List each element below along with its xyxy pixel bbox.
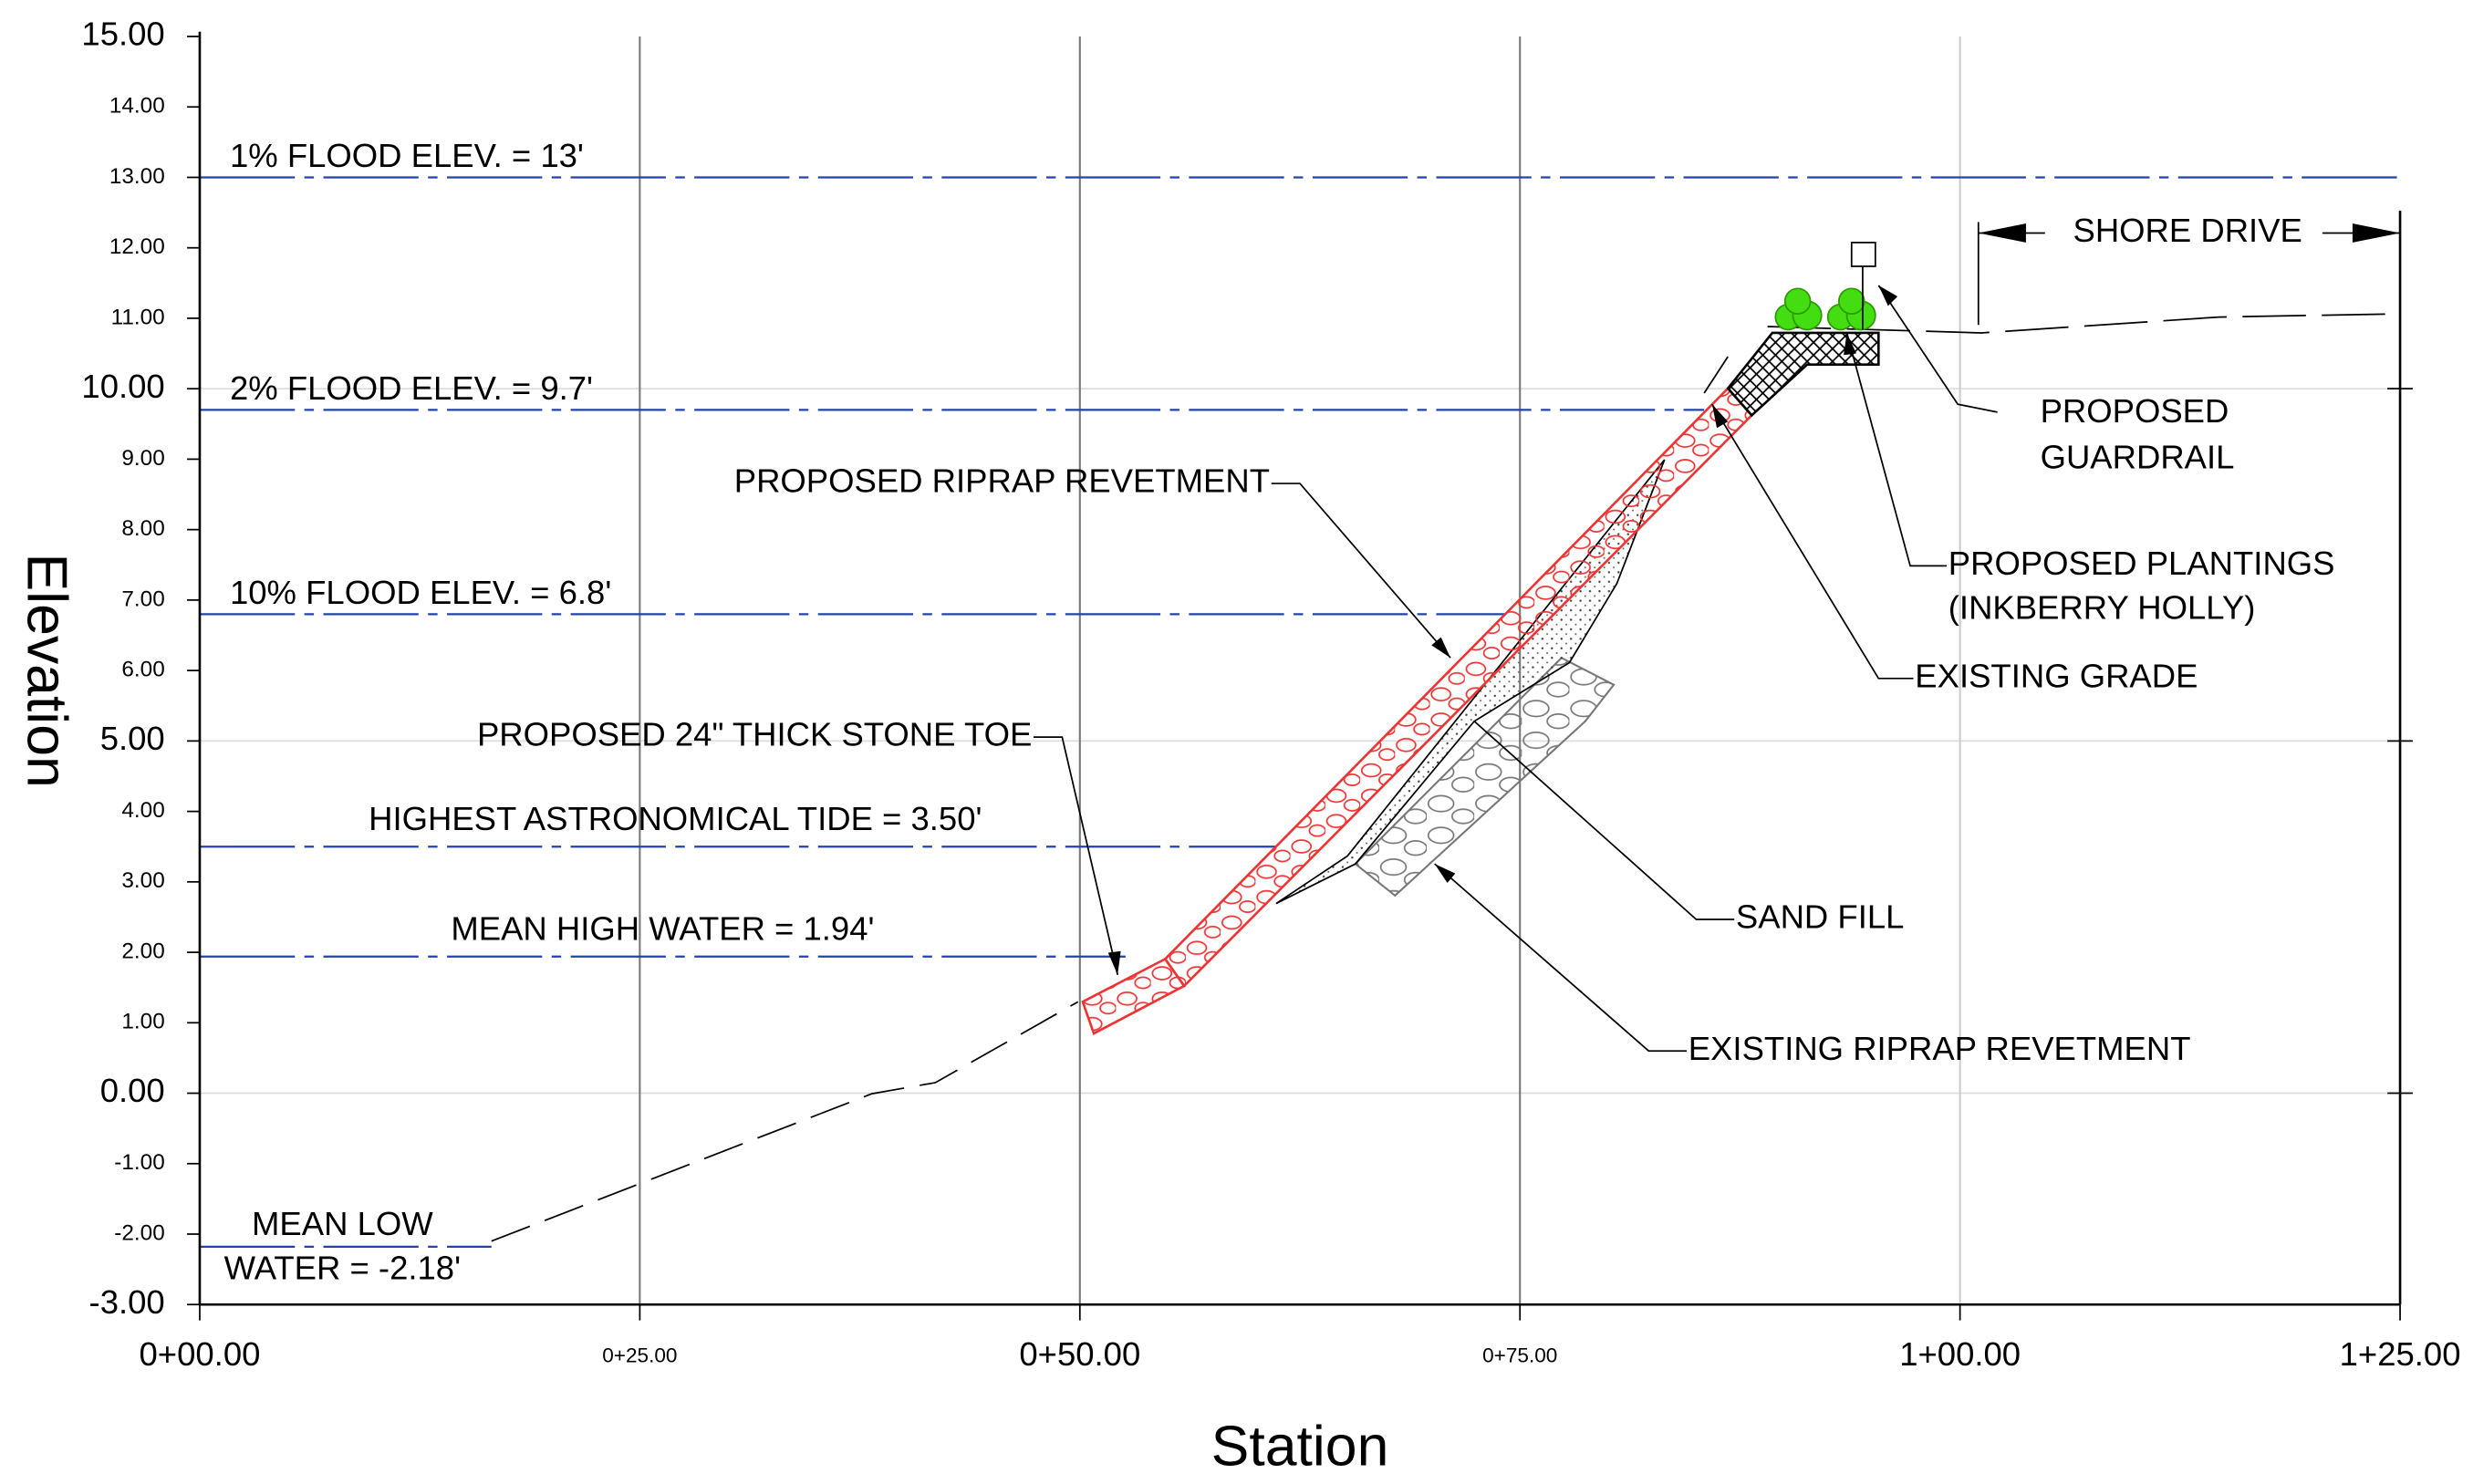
existing-grade-top	[1767, 313, 2401, 334]
water-level-label: 10% FLOOD ELEV. = 6.8'	[230, 574, 611, 611]
arrow	[1434, 864, 1456, 883]
y-tick-label: 5.00	[100, 720, 165, 757]
water-level-label: 2% FLOOD ELEV. = 9.7'	[230, 369, 593, 407]
arrow	[2352, 223, 2401, 243]
label: PROPOSED	[2041, 392, 2229, 430]
label: PROPOSED 24" THICK STONE TOE	[477, 716, 1032, 753]
y-tick-label: 12.00	[109, 234, 165, 259]
label: GUARDRAIL	[2041, 439, 2235, 476]
x-tick-label: 0+75.00	[1482, 1344, 1557, 1367]
y-tick-label: 11.00	[111, 305, 165, 329]
stone-toe	[1081, 957, 1187, 1035]
arrow	[1878, 285, 1898, 306]
y-tick-label: -1.00	[114, 1150, 164, 1175]
x-tick-label: 0+00.00	[140, 1335, 261, 1373]
arrow	[1844, 332, 1856, 356]
y-tick-label: 14.00	[109, 94, 165, 119]
sand-fill	[1275, 459, 1666, 905]
x-tick-label: 1+25.00	[2340, 1335, 2461, 1373]
label: PROPOSED RIPRAP REVETMENT	[734, 462, 1270, 500]
leader	[1034, 736, 1119, 975]
label: (INKBERRY HOLLY)	[1948, 589, 2256, 627]
arrow	[1107, 950, 1121, 975]
y-tick-label: -3.00	[89, 1283, 165, 1321]
arrow	[1711, 404, 1729, 429]
arrow	[1978, 223, 2026, 243]
water-level-label: WATER = -2.18'	[224, 1250, 461, 1287]
label: SHORE DRIVE	[2073, 212, 2302, 249]
y-tick-label: 0.00	[100, 1072, 165, 1109]
plantings	[1774, 287, 1876, 331]
platform	[1726, 331, 1880, 418]
label: SAND FILL	[1736, 898, 1905, 936]
water-level-label: 1% FLOOD ELEV. = 13'	[230, 137, 584, 174]
y-tick-label: 8.00	[121, 516, 164, 541]
y-tick-label: 2.00	[121, 939, 164, 963]
label: EXISTING RIPRAP REVETMENT	[1688, 1030, 2191, 1067]
y-tick-label: 1.00	[121, 1010, 164, 1034]
axes: 15.00 14.00 13.00 12.00 11.00 10.00 9.00 8.00 7.…	[15, 16, 2460, 1479]
leader	[1845, 332, 1948, 567]
y-tick-label: 9.00	[121, 446, 164, 471]
water-level-label: HIGHEST ASTRONOMICAL TIDE = 3.50'	[369, 800, 982, 837]
arrow	[1431, 637, 1451, 659]
leader	[1473, 721, 1735, 920]
existing-grade-stub	[1703, 356, 1729, 394]
y-axis-title: Elevation	[15, 553, 78, 787]
x-tick-label: 0+50.00	[1019, 1335, 1140, 1373]
y-tick-label: 3.00	[121, 868, 164, 893]
label: EXISTING GRADE	[1915, 657, 2198, 694]
leader	[1877, 285, 1998, 413]
leader	[1711, 403, 1914, 680]
guardrail	[1850, 242, 1876, 267]
existing-ground	[491, 1001, 1079, 1242]
water-level-label: MEAN HIGH WATER = 1.94'	[451, 910, 874, 948]
y-tick-label: 4.00	[121, 798, 164, 823]
leader	[1271, 483, 1451, 659]
y-tick-label: -2.00	[114, 1220, 164, 1245]
x-tick-label: 1+00.00	[1899, 1335, 2021, 1373]
y-tick-label: 6.00	[121, 658, 164, 682]
y-tick-label: 13.00	[109, 164, 165, 189]
label: PROPOSED PLANTINGS	[1948, 545, 2335, 582]
y-tick-label: 15.00	[81, 16, 164, 53]
y-tick-label: 7.00	[121, 586, 164, 611]
existing-riprap	[1354, 656, 1616, 898]
water-level-label: MEAN LOW	[252, 1205, 433, 1242]
x-axis-title: Station	[1211, 1415, 1389, 1479]
x-tick-label: 0+25.00	[602, 1344, 677, 1367]
y-tick-label: 10.00	[81, 368, 164, 405]
water-levels: 1% FLOOD ELEV. = 13' 2% FLOOD ELEV. = 9.7…	[199, 137, 2401, 1287]
leader	[1434, 863, 1688, 1053]
